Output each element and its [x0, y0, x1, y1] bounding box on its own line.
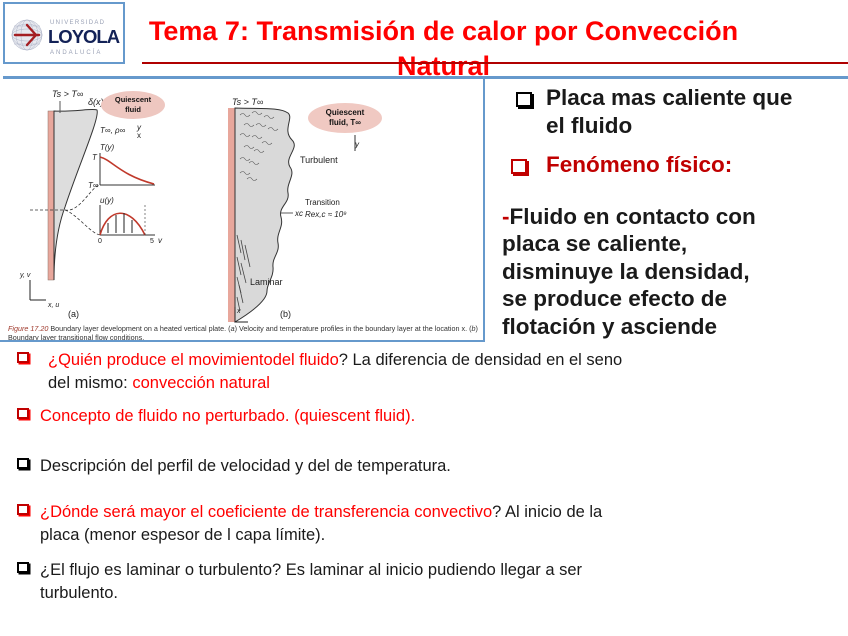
svg-text:Turbulent: Turbulent: [300, 155, 338, 165]
svg-text:ANDALUCÍA: ANDALUCÍA: [50, 49, 102, 56]
svg-text:y, v: y, v: [19, 272, 31, 279]
svg-text:fluid, T∞: fluid, T∞: [329, 118, 361, 127]
svg-text:(a): (a): [68, 309, 79, 319]
svg-text:Rex,c ≈ 10⁹: Rex,c ≈ 10⁹: [305, 210, 347, 219]
svg-text:Laminar: Laminar: [250, 277, 283, 287]
svg-text:5: 5: [150, 238, 154, 245]
svg-text:fluid: fluid: [125, 105, 141, 114]
svg-text:0: 0: [98, 238, 102, 245]
svg-text:(b): (b): [280, 309, 291, 319]
svg-text:xc: xc: [294, 209, 303, 218]
svg-text:x: x: [236, 308, 241, 315]
svg-text:T∞, ρ∞: T∞, ρ∞: [100, 126, 126, 135]
svg-text:Transition: Transition: [305, 198, 340, 207]
svg-text:Ts > T∞: Ts > T∞: [52, 89, 83, 99]
svg-text:x, u: x, u: [47, 302, 59, 309]
svg-text:Quiescent: Quiescent: [326, 108, 365, 117]
svg-text:u(y): u(y): [100, 196, 114, 205]
svg-text:Quiescent: Quiescent: [115, 95, 152, 104]
svg-text:x: x: [137, 131, 141, 140]
svg-text:Ts > T∞: Ts > T∞: [232, 97, 263, 107]
svg-text:LOYOLA: LOYOLA: [48, 26, 120, 47]
svg-text:T(y): T(y): [100, 143, 115, 152]
